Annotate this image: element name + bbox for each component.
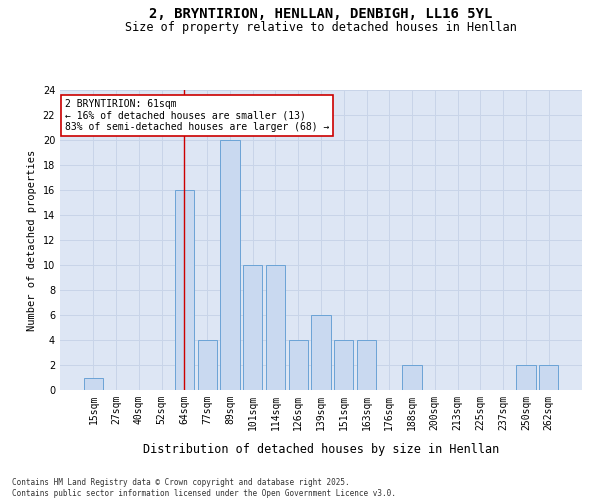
Bar: [289, 340, 308, 390]
Text: 2 BRYNTIRION: 61sqm
← 16% of detached houses are smaller (13)
83% of semi-detach: 2 BRYNTIRION: 61sqm ← 16% of detached ho…: [65, 99, 329, 132]
Bar: [197, 340, 217, 390]
Bar: [516, 365, 536, 390]
Text: 2, BRYNTIRION, HENLLAN, DENBIGH, LL16 5YL: 2, BRYNTIRION, HENLLAN, DENBIGH, LL16 5Y…: [149, 8, 493, 22]
Text: Size of property relative to detached houses in Henllan: Size of property relative to detached ho…: [125, 21, 517, 34]
Bar: [334, 340, 353, 390]
Bar: [311, 315, 331, 390]
Bar: [84, 378, 103, 390]
Bar: [243, 265, 262, 390]
Bar: [175, 190, 194, 390]
Bar: [266, 265, 285, 390]
Text: Contains HM Land Registry data © Crown copyright and database right 2025.
Contai: Contains HM Land Registry data © Crown c…: [12, 478, 396, 498]
Bar: [357, 340, 376, 390]
Y-axis label: Number of detached properties: Number of detached properties: [27, 150, 37, 330]
Bar: [403, 365, 422, 390]
Bar: [220, 140, 239, 390]
Text: Distribution of detached houses by size in Henllan: Distribution of detached houses by size …: [143, 442, 499, 456]
Bar: [539, 365, 558, 390]
